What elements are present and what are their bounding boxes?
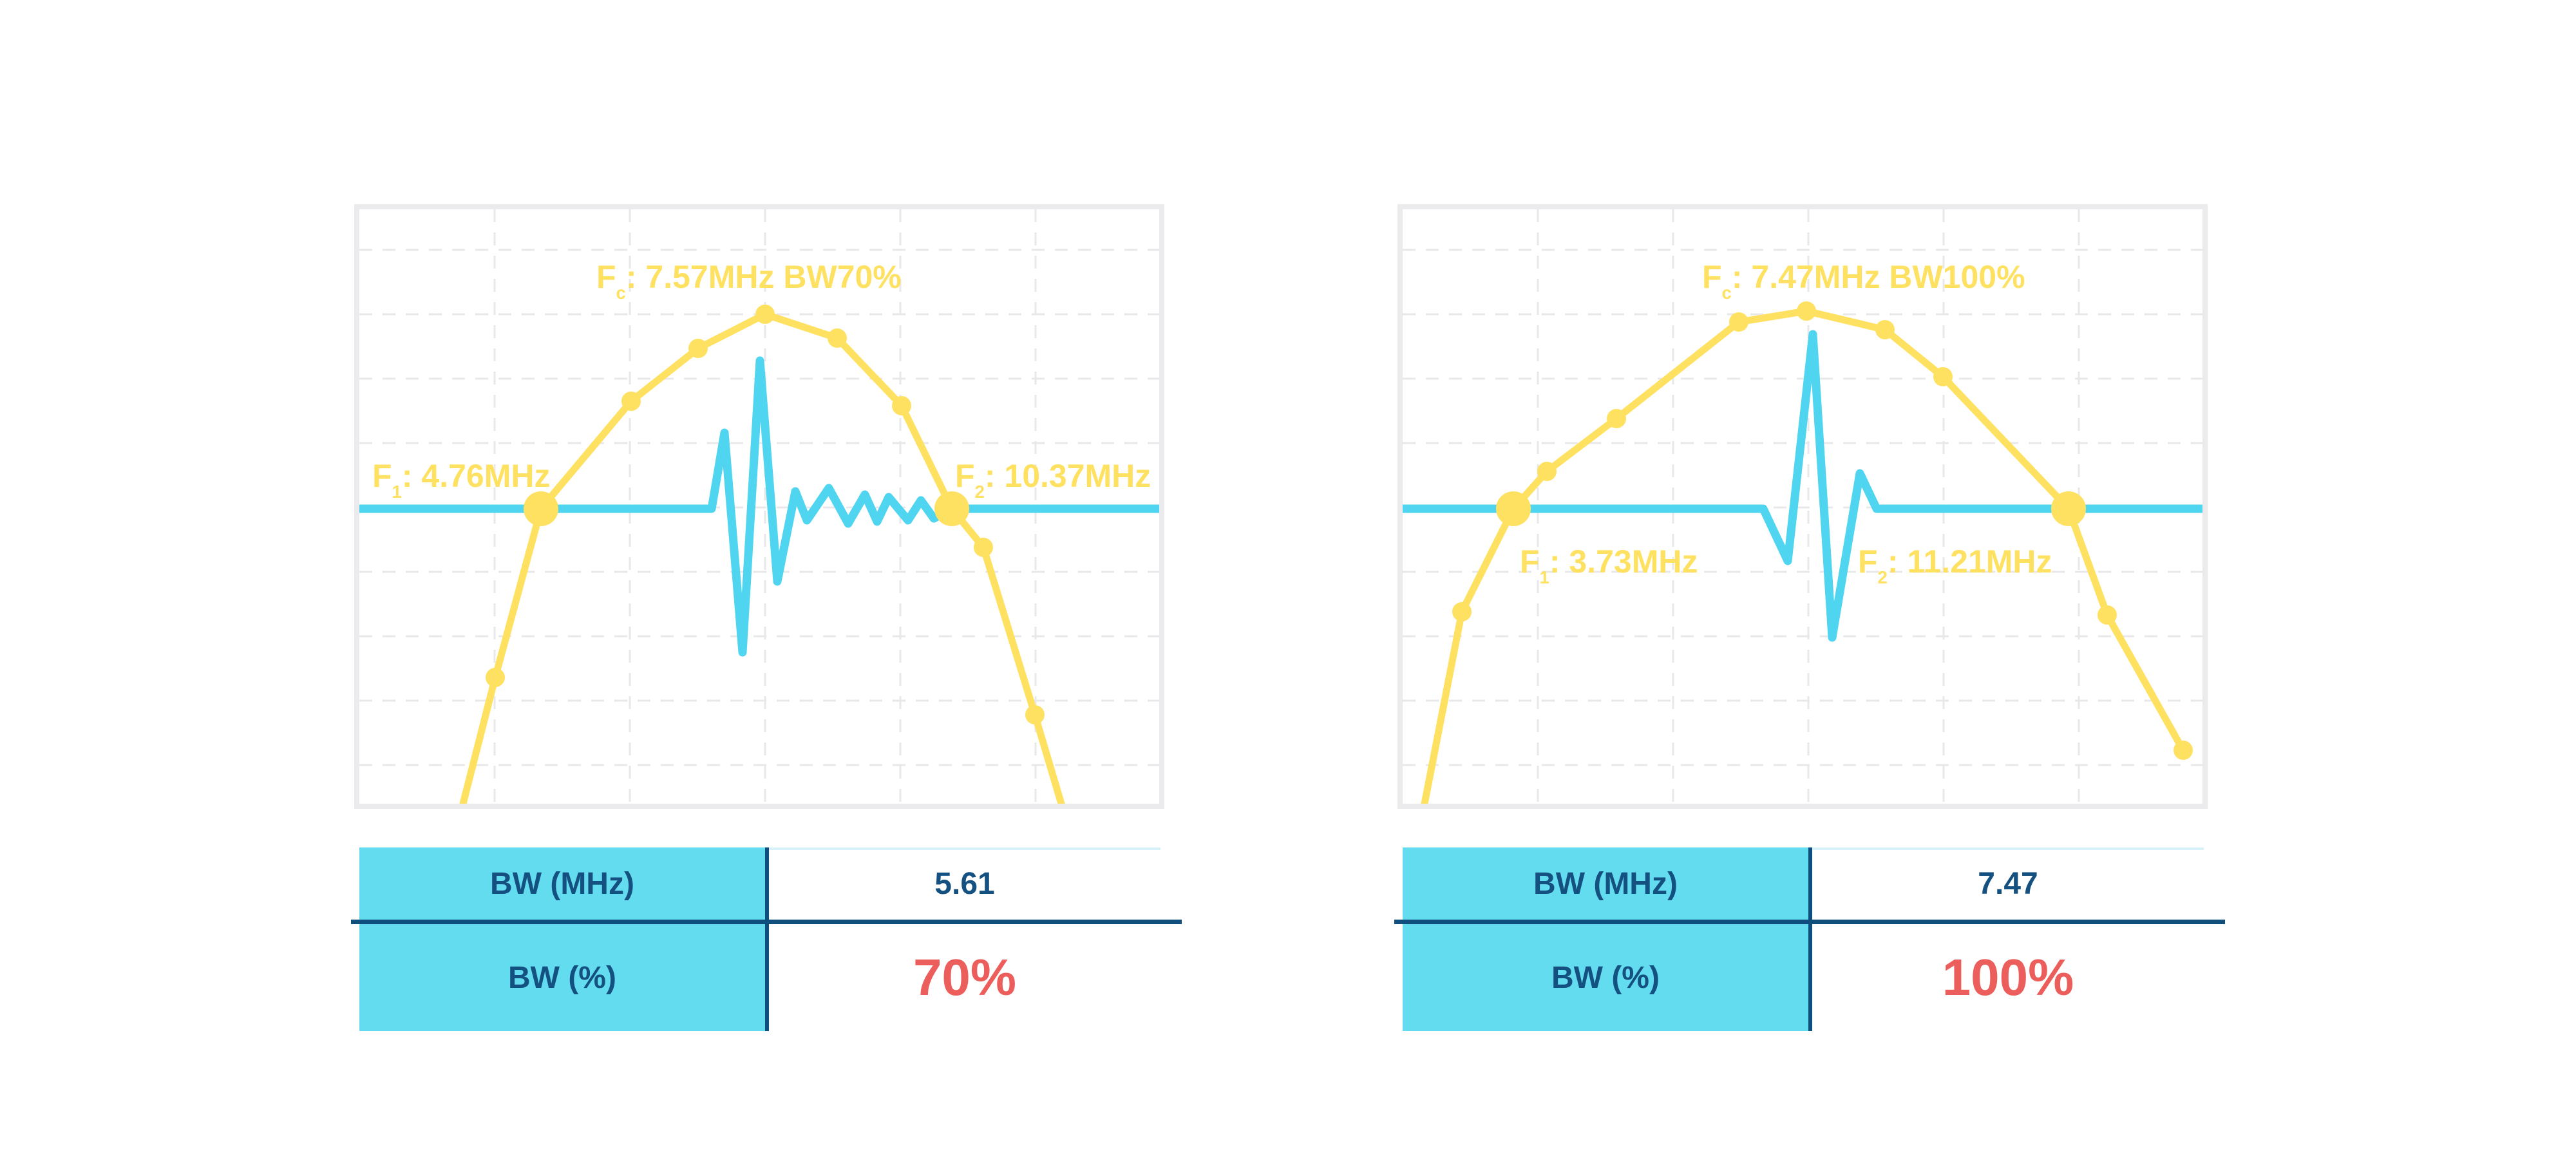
data-point-marker — [621, 392, 641, 411]
table-value-column — [1812, 847, 2204, 1031]
bw-percent-value-cell: 100% — [1942, 949, 2074, 1006]
f1-annotation: F1: 3.73MHz — [1520, 544, 1698, 587]
label-subscript: 1 — [392, 482, 402, 502]
bw-percent-value-cell: 70% — [913, 949, 1017, 1006]
fc-annotation: Fc: 7.47MHz BW100% — [1702, 259, 2025, 302]
bw-mhz-value-cell: 5.61 — [934, 866, 995, 901]
bw-mhz-label-cell: BW (MHz) — [1533, 866, 1678, 901]
rf-pulse-curve — [1403, 330, 2202, 642]
label-text: F — [1520, 544, 1540, 580]
table-column-divider — [1808, 847, 1812, 1031]
bandwidth-crossing-marker — [934, 491, 969, 526]
data-point-marker — [1452, 602, 1472, 621]
label-text: : 11.21MHz — [1887, 544, 2052, 580]
label-subscript: c — [616, 283, 626, 303]
label-subscript: 1 — [1539, 567, 1549, 588]
label-text: : 7.47MHz BW100% — [1731, 259, 2025, 295]
data-point-marker — [1607, 409, 1626, 428]
label-text: F — [596, 259, 616, 295]
spectrum-chart-bw100: Fc: 7.47MHz BW100% F1: 3.73MHz F2: 11.21… — [1397, 204, 2208, 809]
label-subscript: 2 — [1877, 567, 1888, 588]
f2-annotation: F2: 11.21MHz — [1858, 544, 2052, 587]
table-row-divider — [1394, 920, 2225, 924]
label-text: : 10.37MHz — [984, 458, 1151, 494]
bw-percent-label-cell: BW (%) — [508, 960, 616, 995]
data-point-marker — [828, 328, 847, 348]
bw-percent-label-cell: BW (%) — [1551, 960, 1660, 995]
frequency-spectrum-curve — [459, 310, 1065, 804]
bandwidth-crossing-marker — [2051, 491, 2086, 526]
chart-plot-area-bw70 — [359, 209, 1159, 804]
table-row-divider — [351, 920, 1182, 924]
data-point-marker — [2098, 605, 2117, 625]
label-text: F — [1858, 544, 1878, 580]
table-column-divider — [765, 847, 769, 1031]
data-point-marker — [1875, 320, 1895, 339]
data-point-marker — [486, 668, 505, 687]
data-point-marker — [688, 339, 708, 358]
bw-mhz-value-cell: 7.47 — [1978, 866, 2038, 901]
bw-mhz-label-cell: BW (MHz) — [490, 866, 634, 901]
bandwidth-crossing-marker — [1496, 491, 1531, 526]
chart-plot-area-bw100 — [1403, 209, 2202, 804]
bandwidth-crossing-marker — [524, 491, 558, 526]
table-value-column — [769, 847, 1160, 1031]
data-point-marker — [755, 305, 775, 324]
fc-annotation: Fc: 7.57MHz BW70% — [596, 259, 902, 302]
data-point-marker — [1537, 462, 1557, 481]
label-text: : 3.73MHz — [1549, 544, 1698, 580]
label-text: F — [372, 458, 392, 494]
table-header-column — [1403, 847, 1808, 1031]
label-text: : 4.76MHz — [401, 458, 551, 494]
label-text: F — [955, 458, 975, 494]
f2-annotation: F2: 10.37MHz — [955, 458, 1151, 501]
data-point-marker — [1025, 705, 1045, 724]
f1-annotation: F1: 4.76MHz — [372, 458, 551, 501]
label-text: F — [1702, 259, 1722, 295]
data-point-marker — [892, 396, 911, 415]
frequency-spectrum-curve — [1421, 307, 2187, 804]
data-point-marker — [1729, 312, 1748, 332]
data-point-marker — [974, 538, 993, 557]
table-header-column — [359, 847, 765, 1031]
data-point-marker — [2174, 741, 2193, 760]
data-point-marker — [1933, 367, 1953, 386]
label-subscript: 2 — [974, 482, 985, 502]
rf-pulse-curve — [359, 356, 1159, 657]
spectrum-chart-bw70: Fc: 7.57MHz BW70% F1: 4.76MHz F2: 10.37M… — [354, 204, 1164, 809]
data-point-marker — [1797, 301, 1816, 321]
label-text: : 7.57MHz BW70% — [625, 259, 902, 295]
label-subscript: c — [1721, 283, 1732, 303]
